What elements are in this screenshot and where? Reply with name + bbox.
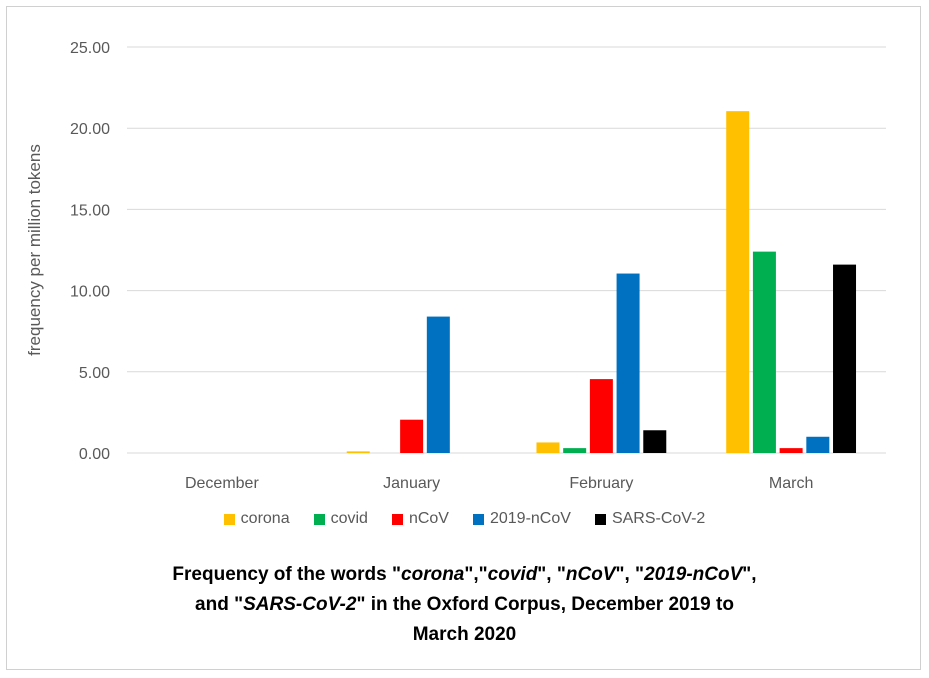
bar-ncov-january [400,419,424,453]
bar-ncov-february [589,379,613,453]
caption-line-2: and "SARS-CoV-2" in the Oxford Corpus, D… [60,590,869,620]
y-tick-label: 10.00 [70,284,110,301]
y-axis-title: frequency per million tokens [25,144,44,356]
caption-line-1: Frequency of the words "corona","covid",… [60,560,869,590]
caption-text: " in the Oxford Corpus, December 2019 to [356,594,734,615]
caption-word-covid: covid [487,564,538,585]
x-tick-label: December [185,475,259,492]
legend-swatch [472,513,484,525]
x-tick-label: February [569,475,633,492]
caption-text: Frequency of the words " [172,564,402,585]
bar-ncov-march [779,448,803,453]
legend-item-covid: covid [313,510,368,528]
y-tick-label: 0.00 [79,446,110,463]
caption-text: ", " [615,564,645,585]
bar-sars-cov-2-february [643,430,667,453]
caption-word-corona: corona [401,564,465,585]
legend-swatch [223,513,235,525]
y-axis-ticks: 0.00 5.00 10.00 15.00 20.00 25.00 [70,40,110,463]
bar-corona-january [346,451,370,453]
x-tick-label: January [383,475,440,492]
caption-text: ", [742,564,757,585]
legend: corona covid nCoV 2019-nCoV SARS-CoV-2 [0,510,929,528]
caption-text: ", " [537,564,566,585]
legend-label: SARS-CoV-2 [611,510,706,527]
caption-line-3: March 2020 [412,624,517,645]
bar-covid-march [752,251,776,453]
legend-label: 2019-nCoV [489,510,571,527]
x-axis-ticks: December January February March [185,475,813,492]
bar-chart: 0.00 5.00 10.00 15.00 20.00 25.00 December Jan… [25,40,886,492]
caption-text: "," [464,564,488,585]
x-tick-label: March [769,475,813,492]
bar-2019-ncov-march [806,436,830,453]
bar-2019-ncov-january [426,316,450,453]
caption-word-ncov: nCoV [565,564,616,585]
y-tick-label: 15.00 [70,202,110,219]
legend-item-2019-ncov: 2019-nCoV [472,510,571,528]
legend-item-corona: corona [223,510,290,528]
caption-text: and " [195,594,244,615]
legend-swatch [313,513,325,525]
bar-sars-cov-2-march [833,264,857,453]
bar-covid-february [563,448,587,453]
legend-label: corona [240,510,290,527]
legend-swatch [391,513,403,525]
legend-label: nCoV [408,510,449,527]
bar-corona-march [726,111,750,453]
bar-corona-february [536,442,560,453]
y-tick-label: 5.00 [79,365,110,382]
legend-label: covid [330,510,368,527]
y-tick-label: 25.00 [70,40,110,57]
legend-item-ncov: nCoV [391,510,449,528]
y-tick-label: 20.00 [70,121,110,138]
bars [346,111,857,453]
legend-item-sars-cov-2: SARS-CoV-2 [594,510,706,528]
caption-word-2019-ncov: 2019-nCoV [644,564,743,585]
chart-caption: Frequency of the words "corona","covid",… [60,560,869,650]
caption-word-sars-cov-2: SARS-CoV-2 [243,594,357,615]
legend-swatch [594,513,606,525]
bar-2019-ncov-february [616,273,640,453]
